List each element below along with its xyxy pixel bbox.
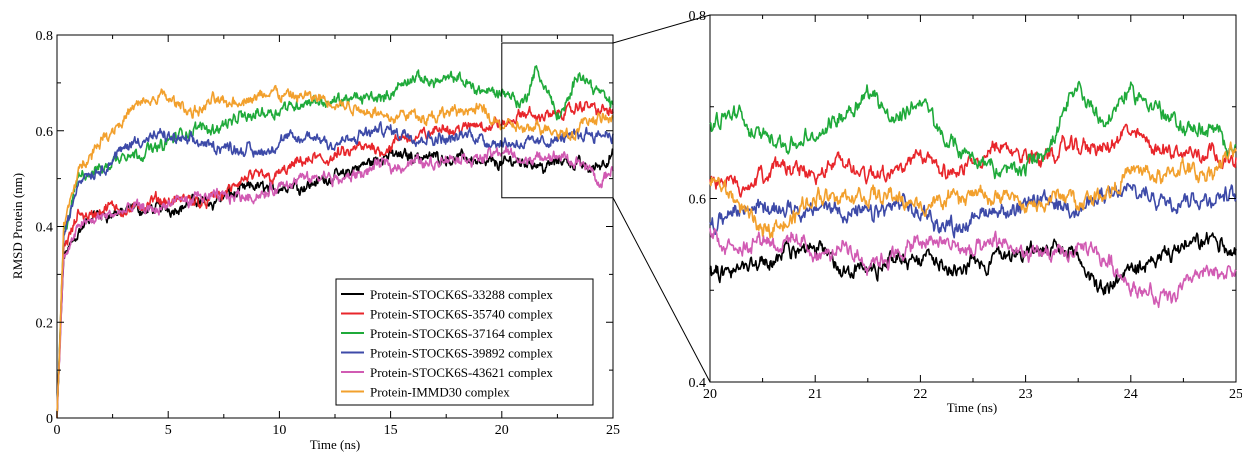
right-series-line-2 bbox=[709, 123, 1237, 198]
left-x-tick-label-1: 5 bbox=[165, 423, 172, 438]
zoom-connector-top bbox=[612, 14, 711, 44]
zoom-indicator bbox=[501, 14, 711, 383]
legend-label-2: Protein-STOCK6S-35740 complex bbox=[370, 307, 553, 322]
legend-label-3: Protein-STOCK6S-37164 complex bbox=[370, 326, 553, 341]
right-x-tick-label-4: 24 bbox=[1124, 387, 1138, 402]
left-x-tick-label-4: 20 bbox=[495, 423, 509, 438]
left-series-line-4 bbox=[56, 121, 614, 419]
right-y-tick-label-0: 0.4 bbox=[689, 376, 707, 391]
legend-label-1: Protein-STOCK6S-33288 complex bbox=[370, 287, 553, 302]
left-y-tick-label-0: 0 bbox=[46, 412, 53, 427]
left-y-tick-label-2: 0.4 bbox=[36, 221, 54, 236]
right-series-line-5 bbox=[709, 227, 1237, 309]
left-y-axis-label: RMSD Protein (nm) bbox=[10, 173, 25, 279]
right-plot-frame bbox=[709, 14, 1237, 383]
right-y-tick-label-1: 0.6 bbox=[689, 193, 707, 208]
left-y-tick-label-4: 0.8 bbox=[36, 29, 54, 44]
legend-label-4: Protein-STOCK6S-39892 complex bbox=[370, 346, 553, 361]
right-x-tick-label-3: 23 bbox=[1019, 387, 1033, 402]
left-y-tick-label-3: 0.6 bbox=[36, 125, 54, 140]
left-series-line-3 bbox=[56, 65, 614, 419]
left-x-tick-label-0: 0 bbox=[54, 423, 61, 438]
legend-label-5: Protein-STOCK6S-43621 complex bbox=[370, 365, 553, 380]
right-x-axis-label: Time (ns) bbox=[947, 400, 997, 415]
zoom-connector-bottom bbox=[612, 197, 711, 383]
legend-box bbox=[335, 278, 594, 406]
legend-label-6: Protein-IMMD30 complex bbox=[370, 385, 510, 400]
right-x-tick-label-0: 20 bbox=[703, 387, 717, 402]
right-series-line-3 bbox=[709, 80, 1237, 180]
left-series-line-6 bbox=[56, 84, 614, 419]
right-series-line-6 bbox=[709, 141, 1237, 239]
left-x-tick-label-5: 25 bbox=[606, 423, 620, 438]
right-series-line-4 bbox=[709, 182, 1237, 239]
left-series-line-5 bbox=[56, 145, 614, 419]
left-x-axis-label: Time (ns) bbox=[310, 437, 360, 452]
zoom-region-box bbox=[501, 42, 614, 199]
right-x-tick-label-5: 25 bbox=[1229, 387, 1242, 402]
right-panel: 20 21 22 23 24 250.40.60.8 bbox=[689, 9, 1242, 402]
left-panel: 0 5 10 15 20 25 0 0.2 0.4 0.6 0.8 Protein-STOCK6S-3… bbox=[36, 29, 621, 438]
left-x-tick-label-3: 15 bbox=[384, 423, 398, 438]
left-y-tick-label-1: 0.2 bbox=[36, 316, 54, 331]
legend: Protein-STOCK6S-33288 complex Protein-STO… bbox=[335, 278, 594, 406]
left-x-tick-label-2: 10 bbox=[272, 423, 286, 438]
right-x-tick-label-1: 21 bbox=[808, 387, 822, 402]
right-x-tick-label-2: 22 bbox=[913, 387, 927, 402]
